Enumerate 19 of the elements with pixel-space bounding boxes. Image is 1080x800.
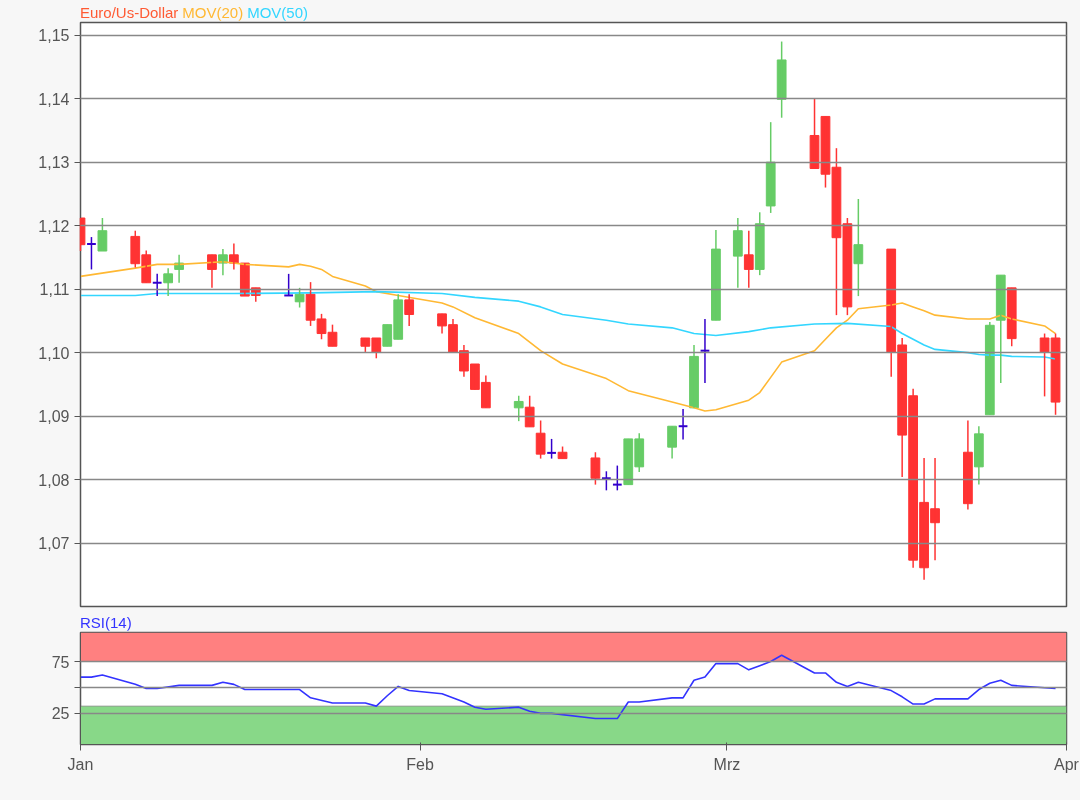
x-tick-label: Apr [1054, 755, 1080, 773]
x-tick-label: Jan [67, 755, 94, 773]
y-tick-label: 1,07 [38, 535, 70, 553]
y-tick-label: 75 [51, 653, 70, 671]
y-tick-label: 1,08 [38, 471, 70, 489]
y-tick-label: 25 [51, 705, 70, 723]
x-tick-label: Feb [406, 755, 435, 773]
y-tick-label: 1,12 [38, 217, 70, 235]
y-tick-label: 1,11 [39, 281, 70, 299]
y-tick-label: 1,09 [38, 408, 70, 426]
y-tick-label: 1,13 [38, 154, 70, 172]
y-tick-label: 1,14 [38, 90, 70, 108]
y-tick-label: 1,15 [38, 27, 70, 45]
x-tick-label: Mrz [713, 755, 741, 773]
y-tick-label: 1,10 [38, 344, 70, 362]
text: MOV(20) [182, 3, 244, 23]
text: Euro/Us-Dollar [80, 3, 179, 23]
text: MOV(50) [247, 3, 309, 23]
text: RSI(14) [80, 613, 132, 633]
